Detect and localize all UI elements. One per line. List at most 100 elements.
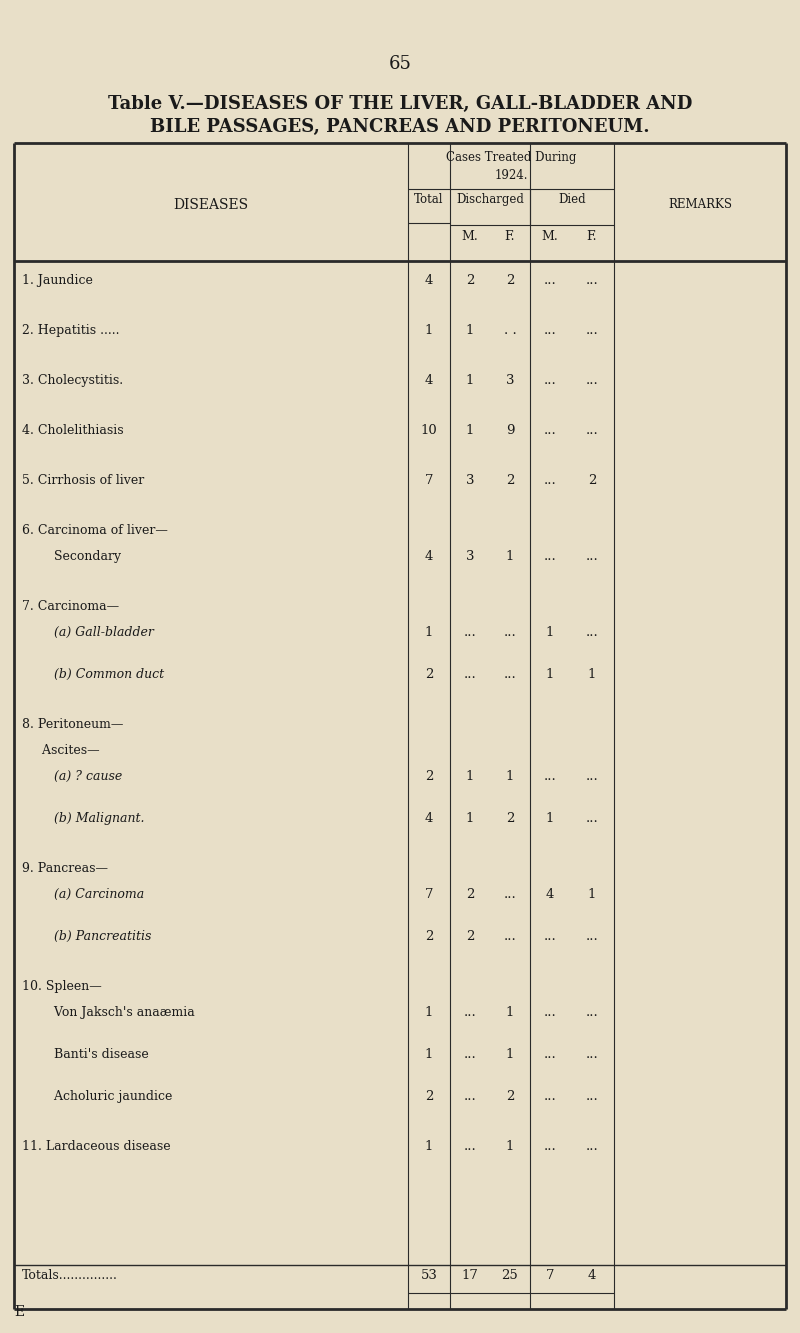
Text: ...: ... [464,627,476,639]
Text: 6. Carcinoma of liver—: 6. Carcinoma of liver— [22,524,168,537]
Text: 1: 1 [466,770,474,782]
Text: 53: 53 [421,1269,438,1282]
Text: BILE PASSAGES, PANCREAS AND PERITONEUM.: BILE PASSAGES, PANCREAS AND PERITONEUM. [150,119,650,136]
Text: Ascites—: Ascites— [22,744,100,757]
Text: 10: 10 [421,424,438,437]
Text: 2: 2 [506,812,514,825]
Text: 2: 2 [425,770,433,782]
Text: 1: 1 [546,812,554,825]
Text: ...: ... [544,551,556,563]
Text: Acholuric jaundice: Acholuric jaundice [22,1090,172,1102]
Text: ...: ... [504,930,516,942]
Text: 1: 1 [425,627,433,639]
Text: 2: 2 [425,1090,433,1102]
Text: 1: 1 [425,1140,433,1153]
Text: ...: ... [464,668,476,681]
Text: 4: 4 [425,812,433,825]
Text: F.: F. [505,231,515,243]
Text: 1. Jaundice: 1. Jaundice [22,275,93,287]
Text: Totals...............: Totals............... [22,1269,118,1282]
Text: ...: ... [464,1006,476,1018]
Text: ...: ... [586,627,598,639]
Text: ...: ... [586,812,598,825]
Text: ...: ... [586,424,598,437]
Text: 7. Carcinoma—: 7. Carcinoma— [22,600,119,613]
Text: 2: 2 [466,888,474,901]
Text: ...: ... [586,1048,598,1061]
Text: ...: ... [544,770,556,782]
Text: 5. Cirrhosis of liver: 5. Cirrhosis of liver [22,475,144,487]
Text: Died: Died [558,193,586,207]
Text: ...: ... [544,1140,556,1153]
Text: ...: ... [464,1140,476,1153]
Text: 4: 4 [425,275,433,287]
Text: 3: 3 [506,375,514,387]
Text: 2: 2 [466,275,474,287]
Text: 4: 4 [546,888,554,901]
Text: 65: 65 [389,55,411,73]
Text: 1: 1 [425,324,433,337]
Text: ...: ... [544,375,556,387]
Text: ...: ... [544,324,556,337]
Text: 7: 7 [425,475,434,487]
Text: 1: 1 [425,1048,433,1061]
Text: 3: 3 [466,475,474,487]
Text: REMARKS: REMARKS [668,199,732,212]
Text: 2: 2 [506,475,514,487]
Text: M.: M. [462,231,478,243]
Text: ...: ... [544,1006,556,1018]
Text: ...: ... [464,1090,476,1102]
Text: 2: 2 [425,668,433,681]
Text: 7: 7 [425,888,434,901]
Text: 2: 2 [588,475,596,487]
Text: ...: ... [544,424,556,437]
Text: 2: 2 [425,930,433,942]
Text: 4: 4 [425,551,433,563]
Text: 1: 1 [506,770,514,782]
Text: ...: ... [586,324,598,337]
Text: E: E [14,1305,24,1318]
Text: ...: ... [586,1090,598,1102]
Text: 3. Cholecystitis.: 3. Cholecystitis. [22,375,123,387]
Text: Total: Total [414,193,444,207]
Text: 4. Cholelithiasis: 4. Cholelithiasis [22,424,124,437]
Text: . .: . . [504,324,516,337]
Text: ...: ... [544,930,556,942]
Text: M.: M. [542,231,558,243]
Text: ...: ... [586,375,598,387]
Text: 1: 1 [506,1048,514,1061]
Text: 2: 2 [466,930,474,942]
Text: ...: ... [504,888,516,901]
Text: ...: ... [544,1090,556,1102]
Text: 2. Hepatitis .....: 2. Hepatitis ..... [22,324,119,337]
Text: 1: 1 [546,668,554,681]
Text: Table V.—DISEASES OF THE LIVER, GALL-BLADDER AND: Table V.—DISEASES OF THE LIVER, GALL-BLA… [108,95,692,113]
Text: (b) Malignant.: (b) Malignant. [22,812,145,825]
Text: (b) Pancreatitis: (b) Pancreatitis [22,930,151,942]
Text: (a) ? cause: (a) ? cause [22,770,122,782]
Text: 1924.: 1924. [494,169,528,183]
Text: 7: 7 [546,1269,554,1282]
Text: ...: ... [586,770,598,782]
Text: ...: ... [586,1006,598,1018]
Text: 1: 1 [425,1006,433,1018]
Text: ...: ... [586,275,598,287]
Text: 3: 3 [466,551,474,563]
Text: 1: 1 [466,812,474,825]
Text: DISEASES: DISEASES [174,199,249,212]
Text: ...: ... [544,275,556,287]
Text: 9. Pancreas—: 9. Pancreas— [22,862,108,874]
Text: 1: 1 [588,888,596,901]
Text: 1: 1 [466,324,474,337]
Text: (b) Common duct: (b) Common duct [22,668,164,681]
Text: Banti's disease: Banti's disease [22,1048,149,1061]
Text: 1: 1 [588,668,596,681]
Text: ...: ... [464,1048,476,1061]
Text: 1: 1 [466,424,474,437]
Text: 1: 1 [546,627,554,639]
Text: (a) Gall-bladder: (a) Gall-bladder [22,627,154,639]
Text: 1: 1 [506,551,514,563]
Text: Cases Treated During: Cases Treated During [446,151,576,164]
Text: ...: ... [586,1140,598,1153]
Text: 10. Spleen—: 10. Spleen— [22,980,102,993]
